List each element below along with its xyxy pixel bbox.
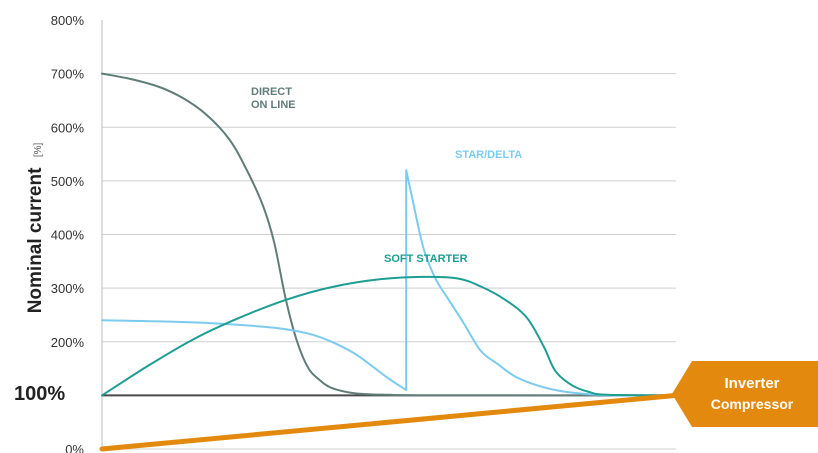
reference-label-100: 100% [14,383,65,405]
series-inverter-compressor [99,392,679,452]
y-tick-label: 600% [51,120,85,135]
y-tick-labels: 0% 200% 300% 400% 500% 600% 700% 800% [51,13,85,453]
inverter-compressor-badge [672,361,818,427]
series-soft-starter [101,275,677,397]
y-tick-label: 700% [51,67,85,82]
series-lines [99,72,679,452]
label-soft-starter: SOFT STARTER [384,253,468,265]
label-star-delta: STAR/DELTA [455,149,522,161]
inverter-label-line2: Compressor [711,396,794,412]
y-tick-label: 300% [51,281,85,296]
inverter-label-line1: Inverter [724,375,779,392]
y-axis-title: Nominal current [25,167,46,313]
y-axis-label: Nominal current [%] [25,142,46,313]
series-star-delta [101,169,677,397]
y-axis-unit: [%] [33,142,44,157]
y-tick-label: 0% [65,442,84,453]
y-tick-label: 200% [51,335,85,350]
gridlines [102,73,676,450]
label-direct-on-line: DIRECT ON LINE [251,86,296,111]
y-tick-label: 500% [51,174,85,189]
y-tick-label: 800% [51,13,85,28]
y-tick-label: 400% [51,228,85,243]
